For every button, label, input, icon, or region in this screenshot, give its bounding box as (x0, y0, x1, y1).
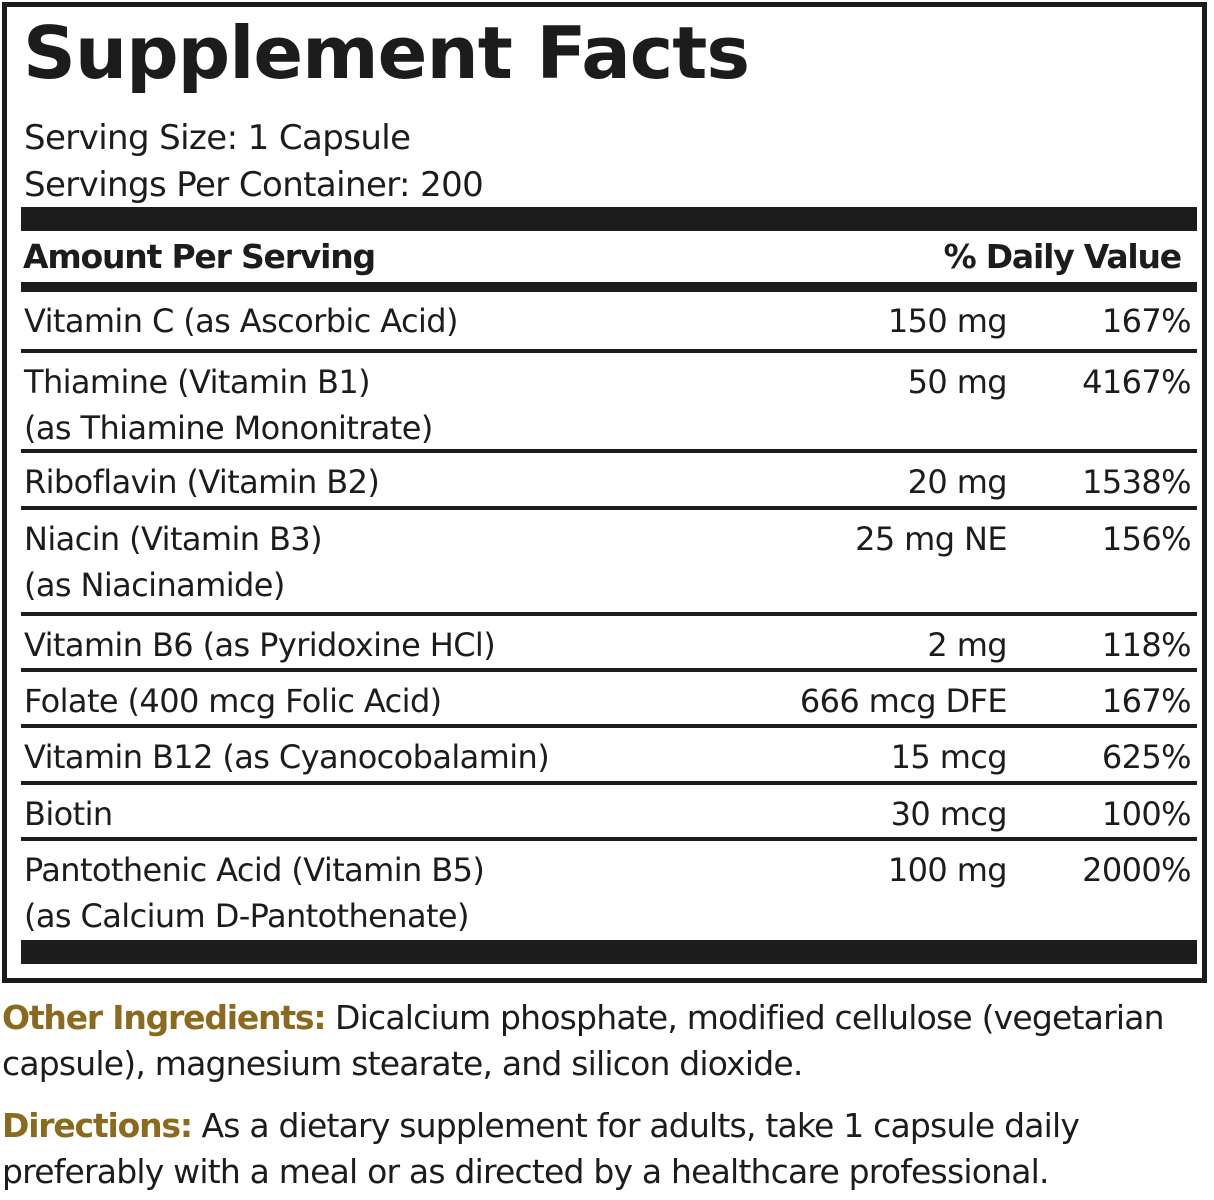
nutrient-daily-value: 4167% (1082, 363, 1191, 401)
nutrient-daily-value: 167% (1101, 682, 1192, 720)
other-ingredients-text: Dicalcium phosphate, modified cellulose … (2, 998, 1165, 1083)
nutrient-name-text: Vitamin B12 (as Cyanocobalamin) (24, 738, 550, 776)
other-ingredients-label: Other Ingredients: (2, 998, 327, 1037)
nutrient-name: Vitamin C (as Ascorbic Acid) (21, 292, 1197, 346)
header-amount-per-serving: Amount Per Serving (23, 237, 376, 276)
nutrient-daily-value: 167% (1101, 302, 1192, 340)
nutrient-amount: 30 mcg (890, 795, 1008, 833)
nutrient-table: Vitamin C (as Ascorbic Acid) 150 mg 167%… (21, 292, 1197, 941)
serving-size: Serving Size: 1 Capsule (24, 118, 411, 158)
table-row: Riboflavin (Vitamin B2) 20 mg 1538% (21, 453, 1197, 510)
header-divider (21, 282, 1197, 292)
nutrient-amount: 666 mcg DFE (799, 682, 1008, 720)
table-row: Biotin 30 mcg 100% (21, 785, 1197, 841)
nutrient-amount: 150 mg (887, 302, 1008, 340)
table-row: Vitamin C (as Ascorbic Acid) 150 mg 167% (21, 292, 1197, 353)
nutrient-daily-value: 1538% (1082, 463, 1191, 501)
table-row: Niacin (Vitamin B3) (as Niacinamide) 25 … (21, 510, 1197, 616)
nutrient-name: Folate (400 mcg Folic Acid) (21, 672, 1197, 726)
table-row: Vitamin B12 (as Cyanocobalamin) 15 mcg 6… (21, 728, 1197, 785)
nutrient-name-text: Vitamin B6 (as Pyridoxine HCl) (24, 626, 496, 664)
directions: Directions: As a dietary supplement for … (2, 1103, 1202, 1195)
directions-text: As a dietary supplement for adults, take… (2, 1106, 1080, 1191)
nutrient-daily-value: 625% (1101, 738, 1192, 776)
nutrient-daily-value: 118% (1101, 626, 1192, 664)
nutrient-amount: 2 mg (927, 626, 1007, 664)
nutrient-amount: 20 mg (907, 463, 1008, 501)
servings-per-container: Servings Per Container: 200 (24, 165, 484, 205)
nutrient-name: Pantothenic Acid (Vitamin B5) (as Calciu… (21, 841, 1197, 941)
other-ingredients: Other Ingredients: Dicalcium phosphate, … (2, 995, 1202, 1087)
nutrient-name-text: Pantothenic Acid (Vitamin B5) (24, 851, 485, 889)
nutrient-amount: 15 mcg (890, 738, 1008, 776)
nutrient-name: Riboflavin (Vitamin B2) (21, 453, 1197, 507)
nutrient-name-text: Biotin (24, 795, 113, 833)
table-row: Thiamine (Vitamin B1) (as Thiamine Monon… (21, 353, 1197, 453)
table-row: Folate (400 mcg Folic Acid) 666 mcg DFE … (21, 672, 1197, 728)
nutrient-source: (as Calcium D-Pantothenate) (24, 897, 469, 935)
thick-divider-top (21, 207, 1197, 231)
nutrient-source: (as Thiamine Mononitrate) (24, 409, 433, 447)
table-header: Amount Per Serving % Daily Value (21, 237, 1197, 277)
directions-label: Directions: (2, 1106, 193, 1145)
nutrient-amount: 25 mg NE (855, 520, 1008, 558)
thick-divider-bottom (21, 940, 1197, 964)
nutrient-name: Thiamine (Vitamin B1) (as Thiamine Monon… (21, 353, 1197, 453)
label-footer: Other Ingredients: Dicalcium phosphate, … (2, 995, 1202, 1195)
nutrient-name-text: Folate (400 mcg Folic Acid) (24, 682, 442, 720)
table-row: Vitamin B6 (as Pyridoxine HCl) 2 mg 118% (21, 616, 1197, 672)
nutrient-amount: 100 mg (887, 851, 1008, 889)
nutrient-daily-value: 100% (1101, 795, 1192, 833)
header-daily-value: % Daily Value (943, 237, 1183, 276)
nutrient-name: Vitamin B12 (as Cyanocobalamin) (21, 728, 1197, 782)
nutrient-name: Niacin (Vitamin B3) (as Niacinamide) (21, 510, 1197, 610)
nutrient-daily-value: 2000% (1082, 851, 1191, 889)
nutrient-amount: 50 mg (907, 363, 1008, 401)
nutrient-source: (as Niacinamide) (24, 566, 285, 604)
supplement-facts-panel: Supplement Facts Serving Size: 1 Capsule… (2, 2, 1207, 983)
nutrient-name: Biotin (21, 785, 1197, 839)
nutrient-name-text: Thiamine (Vitamin B1) (24, 363, 371, 401)
panel-title: Supplement Facts (23, 11, 750, 95)
nutrient-name: Vitamin B6 (as Pyridoxine HCl) (21, 616, 1197, 670)
nutrient-name-text: Niacin (Vitamin B3) (24, 520, 323, 558)
nutrient-name-text: Riboflavin (Vitamin B2) (24, 463, 380, 501)
nutrient-daily-value: 156% (1101, 520, 1192, 558)
nutrient-name-text: Vitamin C (as Ascorbic Acid) (24, 302, 458, 340)
table-row: Pantothenic Acid (Vitamin B5) (as Calciu… (21, 841, 1197, 941)
